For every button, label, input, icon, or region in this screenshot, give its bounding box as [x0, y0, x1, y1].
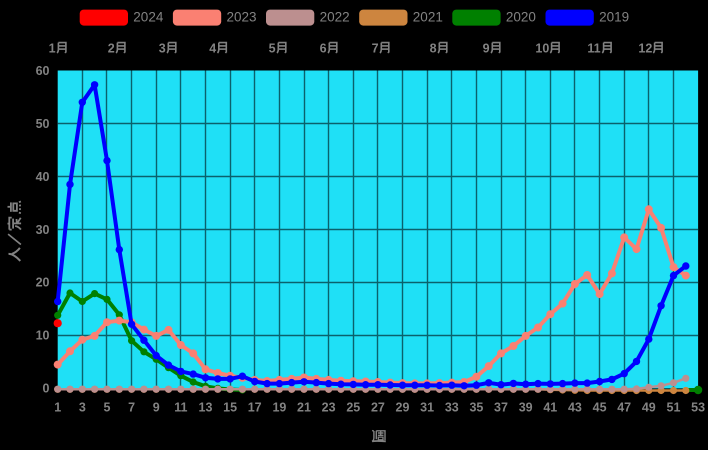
svg-text:0: 0 [43, 382, 50, 396]
svg-text:40: 40 [36, 170, 50, 184]
svg-text:29: 29 [396, 401, 410, 415]
svg-text:1: 1 [49, 42, 56, 56]
svg-text:2022: 2022 [320, 9, 350, 24]
svg-text:23: 23 [322, 401, 336, 415]
svg-text:50: 50 [36, 117, 50, 131]
svg-text:9: 9 [153, 401, 160, 415]
svg-text:2021: 2021 [413, 9, 443, 24]
svg-text:2019: 2019 [599, 9, 629, 24]
svg-text:21: 21 [297, 401, 311, 415]
svg-text:9: 9 [483, 42, 490, 56]
svg-text:2024: 2024 [133, 9, 164, 24]
svg-text:53: 53 [691, 401, 705, 415]
svg-text:17: 17 [248, 401, 262, 415]
svg-text:30: 30 [36, 223, 50, 237]
svg-text:45: 45 [593, 401, 607, 415]
svg-text:10: 10 [535, 42, 549, 56]
svg-text:2: 2 [108, 42, 115, 56]
svg-text:6: 6 [320, 42, 327, 56]
svg-text:3: 3 [79, 401, 86, 415]
svg-text:33: 33 [445, 401, 459, 415]
svg-text:35: 35 [469, 401, 483, 415]
svg-text:13: 13 [199, 401, 213, 415]
svg-text:27: 27 [371, 401, 385, 415]
svg-text:11: 11 [174, 401, 187, 415]
svg-text:7: 7 [128, 401, 135, 415]
svg-text:20: 20 [36, 276, 50, 290]
svg-text:8: 8 [430, 42, 437, 56]
svg-text:51: 51 [667, 401, 681, 415]
svg-text:47: 47 [617, 401, 631, 415]
svg-text:60: 60 [36, 64, 50, 78]
svg-text:1: 1 [54, 401, 61, 415]
svg-text:10: 10 [36, 329, 50, 343]
svg-text:15: 15 [223, 401, 237, 415]
svg-text:19: 19 [272, 401, 286, 415]
svg-text:2023: 2023 [227, 9, 257, 24]
svg-text:31: 31 [420, 401, 434, 415]
svg-text:5: 5 [269, 42, 276, 56]
svg-text:39: 39 [519, 401, 533, 415]
svg-text:12: 12 [638, 42, 652, 56]
svg-text:5: 5 [104, 401, 111, 415]
svg-text:11: 11 [587, 42, 600, 56]
svg-text:7: 7 [372, 42, 379, 56]
svg-text:41: 41 [543, 401, 557, 415]
svg-text:37: 37 [494, 401, 508, 415]
svg-text:43: 43 [568, 401, 582, 415]
svg-text:49: 49 [642, 401, 656, 415]
svg-text:25: 25 [346, 401, 360, 415]
svg-text:2020: 2020 [506, 9, 536, 24]
svg-text:3: 3 [159, 42, 166, 56]
svg-text:4: 4 [209, 42, 216, 56]
